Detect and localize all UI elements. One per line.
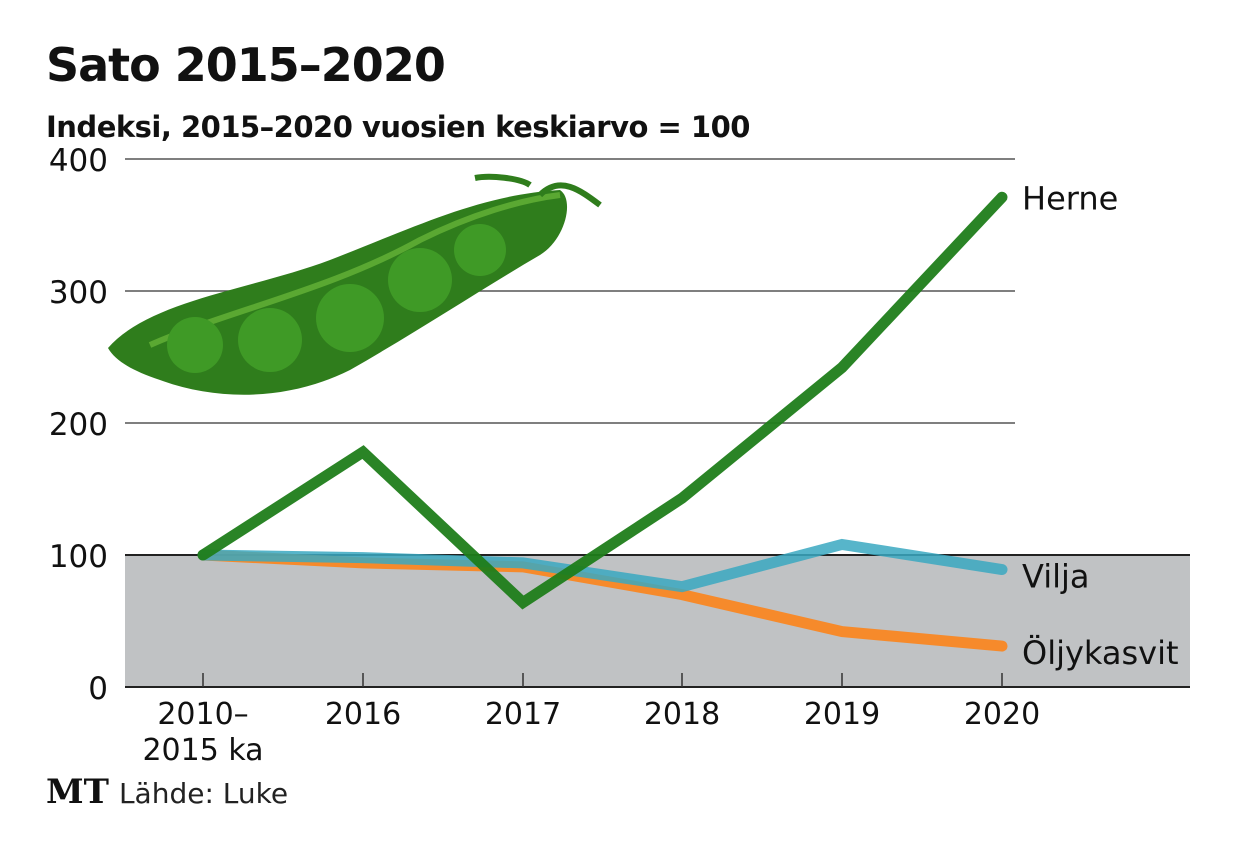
series-label: Herne xyxy=(1022,179,1118,217)
reference-band xyxy=(125,555,1190,687)
x-tick-label: 2016 xyxy=(325,697,401,732)
mt-logo: MT xyxy=(46,772,109,812)
x-tick-label: 2010– 2015 ka xyxy=(142,697,263,768)
y-tick-label: 200 xyxy=(49,407,108,443)
series-label: Vilja xyxy=(1022,558,1089,596)
y-tick-label: 400 xyxy=(49,143,108,179)
y-tick-label: 300 xyxy=(49,275,108,311)
chart-title: Sato 2015–2020 xyxy=(46,38,446,92)
source-line: MT Lähde: Luke xyxy=(46,772,288,812)
source-text: Lähde: Luke xyxy=(118,777,289,810)
y-tick-label: 0 xyxy=(88,671,108,707)
x-tick-label: 2018 xyxy=(644,697,720,732)
series-line-herne xyxy=(197,191,1008,610)
series-label: Öljykasvit xyxy=(1022,634,1179,672)
x-tick-label: 2020 xyxy=(964,697,1040,732)
pea-pod-illustration xyxy=(108,173,602,395)
x-tick-label: 2017 xyxy=(485,697,561,732)
chart-subtitle: Indeksi, 2015–2020 vuosien keskiarvo = 1… xyxy=(46,110,750,144)
series-line-vilja xyxy=(197,538,1008,593)
y-tick-label: 100 xyxy=(49,539,108,575)
x-tick-label: 2019 xyxy=(804,697,880,732)
